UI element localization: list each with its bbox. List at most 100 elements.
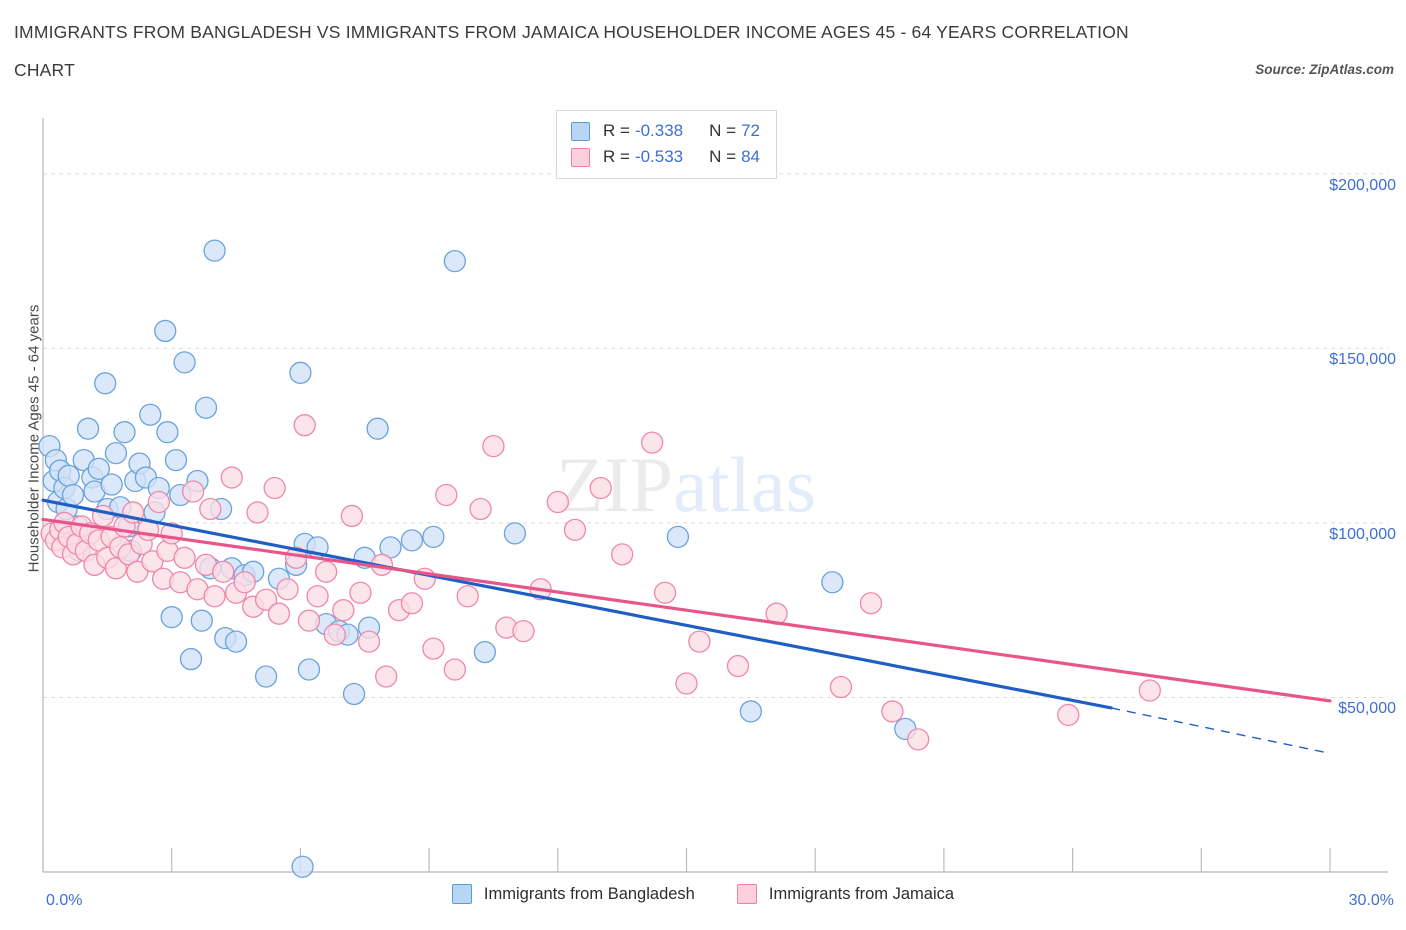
legend-swatch-bangladesh	[451, 884, 472, 904]
data-point	[1138, 679, 1161, 702]
correlation-stats-legend: R = -0.338 N = 72 R = -0.533 N = 84	[556, 110, 777, 179]
data-point	[512, 619, 535, 643]
data-point	[139, 403, 162, 426]
data-point	[297, 609, 321, 632]
r-label-blue: R =	[603, 121, 630, 140]
data-point	[181, 480, 205, 503]
legend-item-bangladesh[interactable]: Immigrants from Bangladesh	[451, 884, 695, 904]
trendline-solid	[41, 517, 1332, 703]
data-point	[739, 700, 762, 723]
n-value-pink: 84	[741, 147, 760, 166]
data-point	[147, 490, 170, 514]
data-point	[224, 630, 248, 653]
trendline-bangladesh	[41, 498, 1331, 755]
data-point	[203, 585, 226, 608]
r-label-pink: R =	[603, 147, 630, 166]
r-value-blue: -0.338	[634, 121, 684, 140]
data-point	[212, 560, 235, 583]
data-point	[435, 483, 458, 507]
data-point	[1057, 703, 1080, 727]
data-point	[76, 417, 100, 440]
data-point	[289, 361, 312, 384]
x-axis-max-label: 30.0%	[1348, 892, 1394, 909]
data-point	[160, 606, 183, 629]
data-point	[154, 319, 177, 343]
data-point	[314, 560, 338, 583]
trendline-solid	[41, 498, 1113, 710]
page-title-line-1: IMMIGRANTS FROM BANGLADESH VS IMMIGRANTS…	[14, 22, 1129, 42]
data-point	[190, 609, 213, 632]
data-point	[726, 654, 750, 678]
data-point	[297, 658, 321, 681]
data-point	[293, 414, 316, 437]
legend-label-jamaica: Immigrants from Jamaica	[768, 884, 955, 903]
data-point	[503, 522, 527, 545]
data-point	[199, 497, 222, 521]
data-point	[375, 665, 398, 688]
chart-header: IMMIGRANTS FROM BANGLADESH VS IMMIGRANTS…	[0, 0, 1406, 100]
data-point	[104, 441, 128, 465]
data-point	[291, 855, 314, 878]
stats-text-pink: R = -0.533 N = 84	[603, 147, 760, 167]
data-point	[589, 476, 612, 500]
data-point	[254, 665, 278, 688]
data-point	[342, 682, 366, 706]
stats-swatch-blue	[571, 121, 590, 141]
axes	[42, 118, 1388, 873]
data-point	[267, 602, 291, 625]
data-point	[173, 546, 196, 569]
y-axis-tick-label: $200,000	[1329, 176, 1396, 194]
data-point	[829, 675, 853, 699]
data-point	[821, 571, 844, 594]
scatter-series-jamaica	[40, 414, 1161, 751]
data-point	[173, 351, 196, 374]
y-axis-tick-label: $50,000	[1338, 700, 1396, 718]
data-point	[113, 421, 136, 444]
data-point	[220, 466, 243, 489]
n-value-blue: 72	[741, 121, 760, 140]
data-point	[57, 464, 80, 487]
y-axis-title: Householder Income Ages 45 - 64 years	[25, 304, 43, 573]
stats-row-bangladesh: R = -0.338 N = 72	[571, 118, 760, 144]
stats-swatch-pink	[571, 147, 590, 167]
data-point	[349, 581, 372, 604]
data-point	[881, 700, 904, 723]
data-point	[675, 672, 698, 695]
data-point	[254, 588, 278, 611]
data-point	[100, 473, 123, 496]
n-label-pink: N =	[709, 147, 737, 166]
data-point	[246, 501, 269, 524]
legend-item-jamaica[interactable]: Immigrants from Jamaica	[736, 884, 955, 904]
n-label-blue: N =	[709, 121, 737, 140]
data-point	[366, 417, 389, 440]
legend-swatch-jamaica	[736, 884, 757, 904]
data-point	[641, 431, 664, 454]
data-point	[473, 640, 497, 664]
legend-label-bangladesh: Immigrants from Bangladesh	[483, 884, 695, 903]
data-point	[164, 448, 188, 472]
data-point	[263, 476, 286, 500]
data-point	[443, 249, 466, 273]
data-point	[907, 728, 930, 751]
data-point	[422, 637, 445, 660]
data-point	[91, 504, 115, 528]
data-point	[546, 490, 569, 514]
data-point	[482, 434, 505, 458]
data-point	[61, 483, 85, 507]
source-attribution: Source: ZipAtlas.com	[1255, 62, 1394, 77]
page-title-line-2: CHART	[14, 60, 75, 80]
data-point	[400, 592, 424, 615]
trendline-jamaica	[41, 517, 1332, 703]
data-point	[611, 543, 634, 566]
data-point	[332, 599, 355, 622]
data-point	[653, 581, 677, 604]
data-point	[194, 396, 218, 419]
data-point	[203, 239, 226, 262]
data-point	[688, 630, 711, 653]
data-point	[563, 518, 587, 542]
stats-text-blue: R = -0.338 N = 72	[603, 121, 760, 141]
data-point	[340, 504, 364, 528]
y-axis-tick-label: $100,000	[1329, 525, 1396, 543]
data-point	[276, 578, 299, 601]
